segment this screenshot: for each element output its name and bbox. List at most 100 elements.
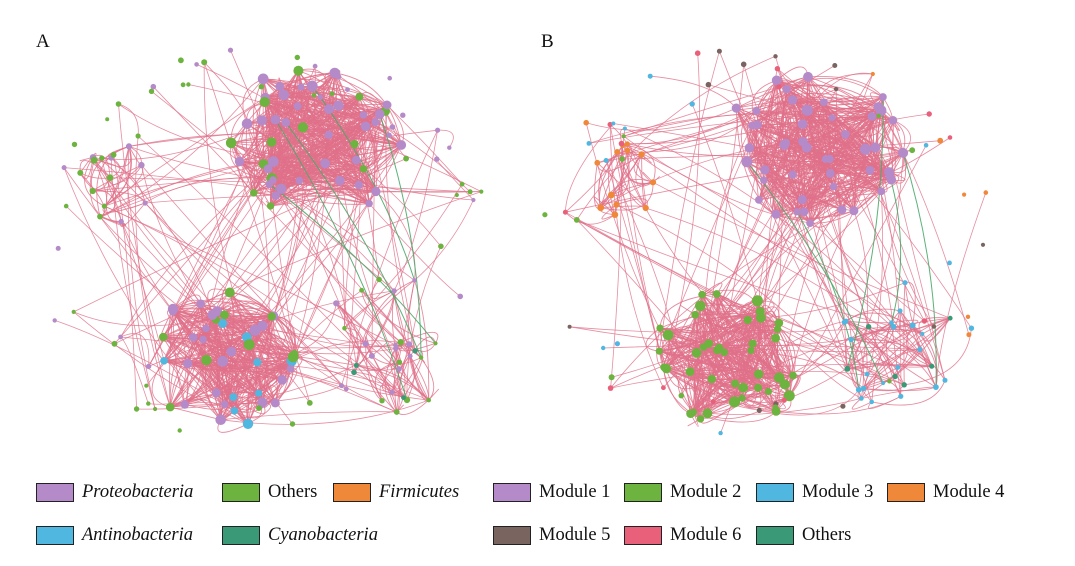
network-node	[962, 192, 967, 197]
network-edge	[765, 144, 785, 392]
network-node	[743, 315, 752, 325]
network-node	[454, 192, 459, 198]
network-node	[401, 395, 406, 400]
network-node	[832, 63, 838, 68]
network-edge	[835, 89, 848, 369]
network-edge	[622, 140, 941, 160]
network-node	[875, 105, 887, 116]
network-node	[397, 339, 404, 346]
legend-swatch	[333, 483, 371, 502]
network-edge	[807, 73, 873, 112]
network-edge	[758, 317, 773, 375]
network-node	[336, 74, 342, 80]
network-node	[865, 324, 872, 330]
network-edge	[127, 146, 156, 410]
network-edge	[84, 157, 105, 207]
network-node	[281, 118, 291, 127]
network-node	[601, 345, 606, 351]
legend-a-proteobacteria: Proteobacteria	[36, 482, 193, 503]
network-node	[947, 260, 952, 266]
network-edge	[220, 411, 397, 421]
network-node	[227, 47, 234, 53]
network-edge	[145, 191, 482, 204]
panel-b-label: B	[541, 31, 554, 52]
network-edge	[212, 114, 364, 316]
network-edge	[622, 144, 656, 183]
network-edge	[935, 192, 987, 388]
network-node	[396, 359, 403, 365]
network-edge	[270, 86, 302, 206]
network-edge	[414, 199, 474, 281]
network-edge	[746, 161, 848, 369]
network-node	[418, 355, 424, 360]
network-node	[707, 374, 716, 384]
network-edge	[370, 279, 395, 299]
network-edge	[334, 72, 402, 146]
network-node	[467, 189, 473, 195]
network-node	[597, 204, 605, 212]
legend-swatch	[222, 483, 260, 502]
network-node	[479, 189, 484, 194]
network-node	[217, 355, 229, 367]
legend-b-module-5: Module 5	[493, 525, 610, 546]
network-edge	[693, 337, 776, 413]
network-node	[360, 121, 371, 132]
network-edge	[406, 246, 442, 400]
network-edge	[265, 72, 335, 98]
network-edge	[104, 146, 130, 207]
legend-swatch	[36, 526, 74, 545]
network-edge	[99, 161, 274, 217]
network-edge	[144, 202, 295, 354]
network-node	[290, 349, 299, 358]
network-node	[983, 190, 989, 195]
network-edge	[686, 376, 712, 413]
network-edge	[128, 126, 393, 147]
network-edge	[775, 73, 874, 408]
network-node	[277, 375, 288, 385]
network-node	[144, 383, 149, 388]
network-edge	[246, 123, 270, 403]
network-edge	[703, 125, 753, 348]
network-node	[704, 339, 714, 348]
network-edge-green	[746, 161, 884, 384]
network-edge	[328, 109, 345, 329]
network-edge	[750, 343, 765, 363]
network-edge	[611, 317, 762, 378]
network-edge	[823, 96, 883, 103]
legend-b-module-1: Module 1	[493, 482, 610, 503]
network-node	[756, 312, 766, 323]
network-edge	[120, 336, 357, 366]
network-edge	[271, 72, 336, 179]
network-edge	[393, 290, 430, 401]
network-node	[259, 96, 270, 108]
legend-label: Module 4	[933, 482, 1005, 502]
network-node	[396, 140, 407, 150]
network-edge	[756, 124, 933, 367]
network-node	[396, 366, 402, 372]
network-edge	[734, 320, 847, 384]
network-node	[71, 141, 78, 148]
network-edge	[666, 368, 777, 412]
network-node	[741, 156, 753, 168]
legend-label: Cyanobacteria	[268, 525, 378, 545]
network-node	[266, 137, 277, 147]
network-node	[865, 165, 875, 175]
network-node	[447, 145, 452, 150]
network-edge	[659, 327, 713, 380]
network-node	[923, 143, 929, 148]
network-edge	[271, 178, 401, 343]
network-node	[257, 320, 268, 331]
network-node	[306, 400, 313, 406]
network-edge	[120, 221, 293, 425]
network-edge	[868, 317, 951, 332]
network-node	[781, 397, 787, 403]
network-edge	[600, 178, 654, 208]
network-edge	[806, 72, 873, 111]
network-node	[371, 118, 380, 127]
network-node	[933, 384, 939, 390]
network-node	[359, 287, 364, 293]
network-node	[877, 187, 886, 196]
network-edge	[135, 135, 171, 408]
network-node	[542, 212, 548, 218]
legend-a-antinobacteria: Antinobacteria	[36, 525, 193, 546]
